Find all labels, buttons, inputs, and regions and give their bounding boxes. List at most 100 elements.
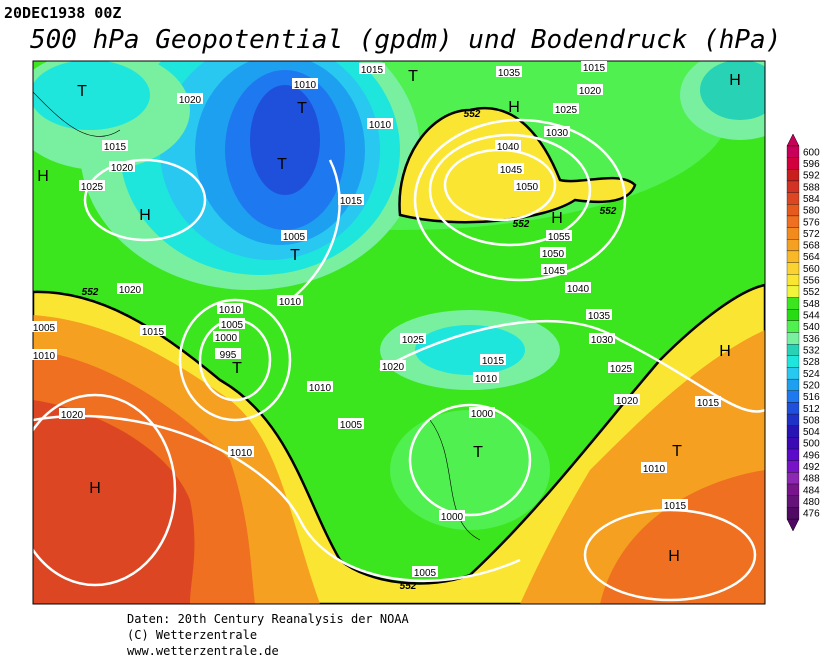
legend-swatch [786,227,800,240]
isobar-label: 1010 [279,297,302,308]
isobar-label-bg [109,161,135,172]
footer-line: (C) Wetterzentrale [127,628,257,642]
legend-label: 492 [803,462,820,473]
legend-label: 512 [803,404,820,415]
legend-label: 560 [803,264,820,275]
isobar-label-bg [496,66,522,77]
isobar-label-bg [581,61,607,72]
map-area [33,61,765,604]
isobar-label: 1010 [309,383,332,394]
isobar-label-bg [495,140,521,151]
isobar-label-bg [367,118,393,129]
isobar-label: 1010 [230,448,253,459]
legend-label: 496 [803,450,820,461]
isobar-label: 1025 [610,364,633,375]
contour-label: 552 [464,109,481,120]
isobar-label-bg [79,180,105,191]
isobar-label-bg [469,407,495,418]
isobar-label: 1035 [498,68,521,79]
pressure-center: T [408,68,418,85]
isobar-label-bg [338,418,364,429]
legend-swatch [786,472,800,485]
legend-swatch [786,460,800,473]
isobar-label: 1015 [340,196,363,207]
legend-label: 488 [803,474,820,485]
isobar-label: 1025 [555,105,578,116]
isobar-label: 1025 [81,182,104,193]
legend-swatch [786,239,800,252]
pressure-center: T [473,444,483,461]
legend-label: 556 [803,276,820,287]
isobar-label: 1020 [111,163,134,174]
isobar-label-bg [117,283,143,294]
isobar-label: 1020 [119,285,142,296]
legend-swatch [786,402,800,415]
legend-swatch [786,215,800,228]
legend-label: 600 [803,147,820,158]
isobar-label-bg [480,354,506,365]
pressure-center: T [277,156,287,173]
legend-swatch [786,413,800,426]
legend-swatch [786,250,800,263]
isobar-label-bg [400,333,426,344]
legend-label: 520 [803,380,820,391]
isobar-label-bg [59,408,85,419]
legend-swatch [786,495,800,508]
legend-label: 524 [803,369,820,380]
isobar-label: 1020 [179,95,202,106]
legend-label: 564 [803,252,820,263]
isobar-label: 1005 [221,320,244,331]
legend-swatch [786,344,800,356]
isobar-label-bg [614,394,640,405]
isobar-label-bg [412,566,438,577]
pressure-center: H [508,99,520,116]
legend-swatch [786,355,800,368]
footer-line: Daten: 20th Century Reanalysis der NOAA [127,612,410,626]
pressure-center: H [719,343,731,360]
legend-swatch [786,297,800,310]
contour-label: 552 [400,581,417,592]
map-title: 500 hPa Geopotential (gpdm) und Bodendru… [30,25,781,55]
isobar-label: 1015 [583,63,606,74]
isobar-label: 1015 [482,356,505,367]
legend-label: 480 [803,497,820,508]
pressure-center: T [77,83,87,100]
legend-label: 500 [803,439,820,450]
legend-swatch [786,390,800,403]
legend-label: 596 [803,159,820,170]
isobar-label-bg [281,230,307,241]
isobar-label: 1015 [142,327,165,338]
legend-label: 580 [803,206,820,217]
isobar-label: 1000 [441,512,464,523]
isobar-label: 1020 [616,396,639,407]
legend-label: 516 [803,392,820,403]
isobar-label: 1050 [516,182,539,193]
isobar-label-bg [589,333,615,344]
legend-label: 552 [803,287,820,298]
legend-swatch [786,483,800,496]
isobar-label: 1045 [543,266,566,277]
legend-label: 584 [803,194,820,205]
isobar-label-bg [177,93,203,104]
legend-arrow [786,518,800,532]
isobar-label-bg [292,78,318,89]
map-frame [32,60,766,605]
legend-label: 544 [803,311,820,322]
footer-line: www.wetterzentrale.de [127,644,279,658]
legend-label: 592 [803,171,820,182]
isobar-label: 1015 [664,501,687,512]
isobar-label-bg [359,63,385,74]
pressure-center: H [668,548,680,565]
pressure-center: H [729,72,741,89]
legend-label: 568 [803,241,820,252]
pressure-center: H [551,210,563,227]
isobar-label: 1050 [542,249,565,260]
isobar-label-bg [473,372,499,383]
legend-swatch [786,285,800,298]
isobar-label: 1005 [283,232,306,243]
isobar-label-bg [695,396,721,407]
legend-swatch [786,378,800,391]
legend-label: 572 [803,229,820,240]
legend-swatch [786,448,800,461]
